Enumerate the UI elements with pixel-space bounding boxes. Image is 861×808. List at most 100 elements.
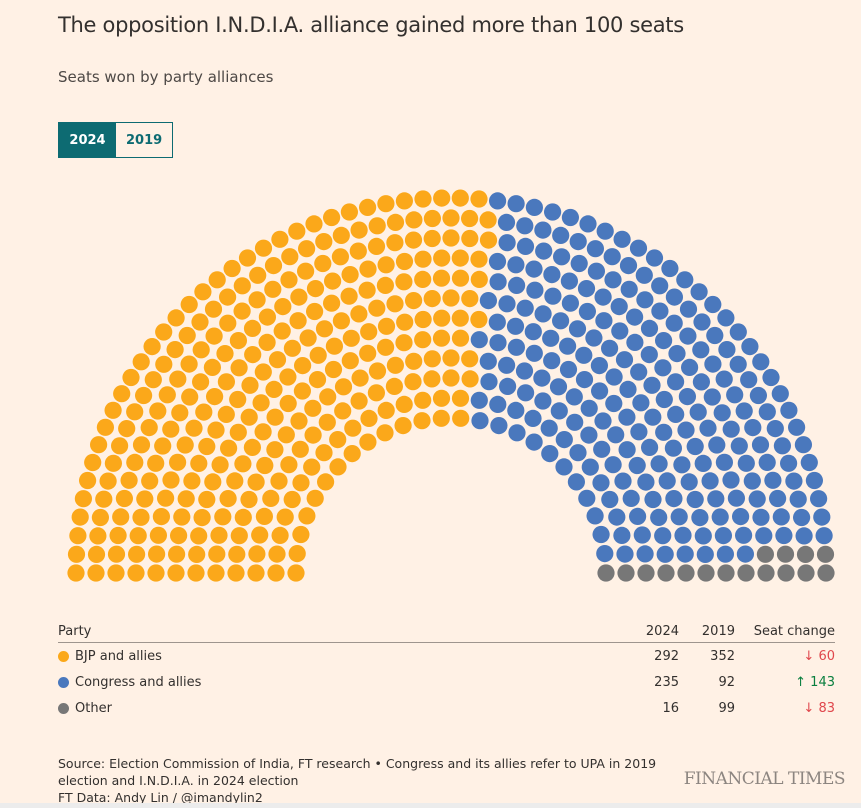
seat-dot-congress-and-allies <box>580 426 598 444</box>
seat-dot-bjp-and-allies <box>249 266 267 284</box>
seat-dot-bjp-and-allies <box>132 436 151 454</box>
seat-dot-congress-and-allies <box>749 386 768 405</box>
seat-dot-congress-and-allies <box>619 380 637 398</box>
seat-dot-bjp-and-allies <box>291 440 309 458</box>
seat-dot-bjp-and-allies <box>442 209 460 227</box>
results-table: Party 2024 2019 Seat change BJP and alli… <box>58 620 835 721</box>
seat-dot-congress-and-allies <box>517 384 535 402</box>
seat-dot-congress-and-allies <box>516 299 534 317</box>
seat-dot-bjp-and-allies <box>423 370 441 388</box>
seat-dot-bjp-and-allies <box>267 564 285 582</box>
seat-dot-bjp-and-allies <box>217 405 235 423</box>
seat-dot-bjp-and-allies <box>329 431 347 449</box>
seat-dot-bjp-and-allies <box>170 527 188 545</box>
seat-dot-bjp-and-allies <box>414 310 432 329</box>
seat-dot-congress-and-allies <box>489 395 507 413</box>
seat-dot-congress-and-allies <box>490 417 508 435</box>
seat-dot-congress-and-allies <box>686 490 704 509</box>
toggle-2019-button[interactable]: 2019 <box>116 123 172 157</box>
seat-dot-congress-and-allies <box>640 346 658 364</box>
seat-dot-congress-and-allies <box>676 545 694 563</box>
seat-dot-bjp-and-allies <box>271 230 289 248</box>
seat-dot-congress-and-allies <box>711 508 729 526</box>
seat-dot-bjp-and-allies <box>404 373 422 391</box>
seat-dot-congress-and-allies <box>507 195 525 213</box>
seat-dot-congress-and-allies <box>565 388 583 406</box>
seat-dot-bjp-and-allies <box>122 368 140 387</box>
seat-dot-other <box>816 545 835 563</box>
seat-dot-bjp-and-allies <box>323 208 341 227</box>
seat-dot-bjp-and-allies <box>211 456 229 474</box>
seat-dot-bjp-and-allies <box>143 338 161 356</box>
source-text: Source: Election Commission of India, FT… <box>58 756 657 788</box>
seat-dot-bjp-and-allies <box>87 545 106 564</box>
seat-dot-bjp-and-allies <box>368 299 386 317</box>
seat-dot-congress-and-allies <box>525 344 543 362</box>
seat-dot-congress-and-allies <box>604 271 622 289</box>
seat-dot-bjp-and-allies <box>144 371 162 389</box>
seat-dot-bjp-and-allies <box>180 355 198 373</box>
seat-dot-congress-and-allies <box>611 322 629 340</box>
seat-dot-bjp-and-allies <box>158 386 176 404</box>
seat-dot-congress-and-allies <box>637 473 655 491</box>
seat-dot-congress-and-allies <box>608 508 626 526</box>
seat-dot-congress-and-allies <box>479 292 497 310</box>
seat-dot-bjp-and-allies <box>188 545 206 564</box>
seat-dot-congress-and-allies <box>591 382 609 400</box>
seat-dot-bjp-and-allies <box>266 441 284 459</box>
seat-dot-bjp-and-allies <box>243 319 262 337</box>
seat-dot-congress-and-allies <box>559 360 578 379</box>
seat-dot-bjp-and-allies <box>258 308 276 326</box>
seats-2024: 16 <box>662 700 679 716</box>
seat-dot-bjp-and-allies <box>227 564 245 582</box>
seat-dot-bjp-and-allies <box>280 271 298 289</box>
seat-dot-congress-and-allies <box>507 256 525 274</box>
seat-dot-bjp-and-allies <box>248 545 266 563</box>
seat-dot-congress-and-allies <box>543 352 561 370</box>
seat-dot-congress-and-allies <box>794 436 813 454</box>
seat-dot-bjp-and-allies <box>217 373 235 391</box>
seat-dot-bjp-and-allies <box>89 527 107 545</box>
seat-dot-bjp-and-allies <box>273 322 291 340</box>
seat-dot-congress-and-allies <box>729 323 747 341</box>
seat-dot-bjp-and-allies <box>394 417 412 435</box>
seat-dot-congress-and-allies <box>732 507 750 526</box>
seat-dot-congress-and-allies <box>676 271 694 289</box>
seat-dot-congress-and-allies <box>544 203 562 221</box>
seat-dot-congress-and-allies <box>735 402 753 420</box>
seat-dot-congress-and-allies <box>605 368 623 386</box>
seat-dot-bjp-and-allies <box>377 401 395 419</box>
seat-dot-bjp-and-allies <box>204 300 223 318</box>
seat-dot-bjp-and-allies <box>210 526 228 544</box>
seat-dot-congress-and-allies <box>534 392 552 410</box>
seat-dot-congress-and-allies <box>755 527 773 545</box>
seat-dot-bjp-and-allies <box>264 257 283 275</box>
seat-dot-bjp-and-allies <box>169 370 187 388</box>
seat-dot-congress-and-allies <box>641 438 659 456</box>
seat-dot-bjp-and-allies <box>432 389 451 407</box>
seat-dot-bjp-and-allies <box>126 403 144 421</box>
seat-dot-bjp-and-allies <box>229 332 247 350</box>
seat-dot-congress-and-allies <box>594 412 612 430</box>
seat-dot-bjp-and-allies <box>414 391 432 409</box>
seat-dot-congress-and-allies <box>613 230 631 248</box>
seat-dot-bjp-and-allies <box>266 408 284 426</box>
seat-dot-bjp-and-allies <box>155 323 173 341</box>
seat-dot-bjp-and-allies <box>118 420 136 438</box>
seat-dot-bjp-and-allies <box>192 373 210 391</box>
toggle-2024-button[interactable]: 2024 <box>59 123 116 157</box>
seat-dot-congress-and-allies <box>596 222 614 240</box>
seat-dot-congress-and-allies <box>578 302 597 321</box>
seat-dot-bjp-and-allies <box>289 312 307 330</box>
seat-dot-congress-and-allies <box>542 329 560 347</box>
seat-dot-congress-and-allies <box>704 295 722 314</box>
seat-dot-bjp-and-allies <box>359 260 377 278</box>
seat-dot-bjp-and-allies <box>299 329 317 347</box>
seat-dot-bjp-and-allies <box>190 527 208 545</box>
seat-dot-bjp-and-allies <box>377 338 395 356</box>
seat-dot-bjp-and-allies <box>386 234 404 252</box>
seat-dot-bjp-and-allies <box>442 289 460 307</box>
seat-dot-congress-and-allies <box>805 471 824 490</box>
seat-dot-congress-and-allies <box>587 262 606 280</box>
seat-dot-congress-and-allies <box>632 394 650 412</box>
